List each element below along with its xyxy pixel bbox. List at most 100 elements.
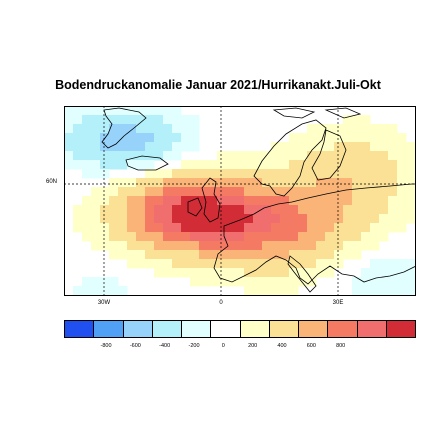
field-cell: [190, 268, 200, 278]
field-cell: [325, 160, 335, 170]
field-cell: [262, 178, 272, 188]
field-cell: [307, 232, 317, 242]
field-cell: [370, 151, 380, 161]
map-frame: [64, 106, 416, 296]
field-cell: [73, 151, 83, 161]
field-cell: [262, 277, 272, 287]
field-cell: [154, 214, 164, 224]
field-cell: [379, 196, 389, 206]
field-cell: [253, 196, 263, 206]
field-cell: [370, 277, 380, 287]
field-cell: [298, 268, 308, 278]
field-cell: [307, 187, 317, 197]
field-cell: [370, 259, 380, 269]
field-cell: [136, 241, 146, 251]
field-cell: [370, 133, 380, 143]
field-cell: [154, 142, 164, 152]
field-cell: [208, 250, 218, 260]
field-cell: [298, 196, 308, 206]
colorbar-tick-label: -200: [188, 343, 200, 349]
field-cell: [145, 250, 155, 260]
field-cell: [325, 268, 335, 278]
field-cell: [100, 205, 110, 215]
field-cell: [298, 160, 308, 170]
field-cell: [334, 178, 344, 188]
field-cell: [343, 187, 353, 197]
field-cell: [244, 151, 254, 161]
field-cell: [136, 160, 146, 170]
field-cell: [325, 259, 335, 269]
field-cell: [127, 232, 137, 242]
field-cell: [253, 187, 263, 197]
field-cell: [190, 241, 200, 251]
field-cell: [181, 133, 191, 143]
field-cell: [163, 241, 173, 251]
field-cell: [235, 259, 245, 269]
field-cell: [271, 196, 281, 206]
colorbar-swatch: [182, 321, 212, 337]
field-cell: [145, 223, 155, 233]
field-cell: [298, 142, 308, 152]
field-cell: [316, 259, 326, 269]
field-cell: [217, 268, 227, 278]
field-cell: [370, 232, 380, 242]
field-cell: [172, 205, 182, 215]
field-cell: [136, 151, 146, 161]
field-cell: [397, 205, 407, 215]
field-cell: [91, 160, 101, 170]
field-cell: [334, 151, 344, 161]
field-cell: [334, 160, 344, 170]
field-cell: [127, 250, 137, 260]
field-cell: [235, 169, 245, 179]
field-cell: [388, 223, 398, 233]
field-cell: [73, 214, 83, 224]
field-cell: [190, 169, 200, 179]
field-cell: [181, 169, 191, 179]
field-cell: [145, 187, 155, 197]
coastline: [287, 255, 317, 293]
field-cell: [316, 232, 326, 242]
field-cell: [406, 142, 416, 152]
field-cell: [145, 106, 155, 116]
field-cell: [262, 187, 272, 197]
field-cell: [73, 142, 83, 152]
field-cell: [280, 205, 290, 215]
field-cell: [145, 115, 155, 125]
colorbar-swatch: [123, 321, 153, 337]
field-cell: [64, 151, 74, 161]
field-cell: [145, 241, 155, 251]
field-cell: [289, 160, 299, 170]
field-cell: [334, 124, 344, 134]
field-cell: [289, 241, 299, 251]
colorbar-tick-label: 600: [306, 343, 316, 349]
field-cell: [199, 169, 209, 179]
field-cell: [379, 160, 389, 170]
field-cell: [217, 196, 227, 206]
field-cell: [100, 277, 110, 287]
field-cell: [118, 124, 128, 134]
field-cell: [127, 151, 137, 161]
field-cell: [109, 115, 119, 125]
field-cell: [406, 277, 416, 287]
field-cell: [172, 214, 182, 224]
field-cell: [289, 196, 299, 206]
field-cell: [352, 223, 362, 233]
field-cell: [154, 169, 164, 179]
field-cell: [343, 178, 353, 188]
field-cell: [271, 250, 281, 260]
colorbar-tick-label: 200: [248, 343, 258, 349]
field-cell: [199, 232, 209, 242]
field-cell: [127, 124, 137, 134]
field-cell: [154, 232, 164, 242]
field-cell: [109, 178, 119, 188]
field-cell: [334, 232, 344, 242]
field-cell: [217, 169, 227, 179]
field-cell: [199, 160, 209, 170]
field-cell: [190, 133, 200, 143]
field-cell: [244, 268, 254, 278]
field-cell: [199, 241, 209, 251]
field-cell: [91, 115, 101, 125]
field-cell: [199, 196, 209, 206]
field-cell: [235, 196, 245, 206]
field-cell: [145, 205, 155, 215]
